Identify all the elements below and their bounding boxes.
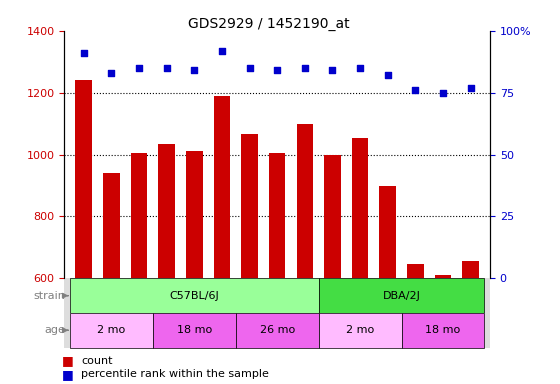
Bar — [158, 144, 175, 384]
Point — [80, 50, 88, 56]
Point — [383, 72, 392, 78]
Bar — [324, 154, 341, 384]
Text: 18 mo: 18 mo — [176, 325, 212, 335]
Point — [411, 87, 420, 93]
Bar — [402, 313, 484, 348]
Bar — [213, 96, 230, 384]
Bar — [241, 134, 258, 384]
Point — [217, 48, 226, 54]
Text: 2 mo: 2 mo — [97, 325, 125, 335]
Bar — [463, 262, 479, 384]
Text: ■: ■ — [62, 368, 73, 381]
Text: DBA/2J: DBA/2J — [382, 291, 421, 301]
Point — [466, 84, 475, 91]
Bar — [153, 313, 236, 348]
Text: count: count — [81, 356, 113, 366]
Bar — [352, 137, 368, 384]
Point — [273, 67, 282, 73]
Bar — [319, 313, 402, 348]
Point — [438, 89, 447, 96]
Point — [134, 65, 143, 71]
Bar — [269, 153, 286, 384]
Bar — [297, 124, 313, 384]
Point — [107, 70, 116, 76]
Text: age: age — [44, 325, 65, 335]
Text: 26 mo: 26 mo — [260, 325, 295, 335]
Text: percentile rank within the sample: percentile rank within the sample — [81, 369, 269, 379]
Point — [356, 65, 365, 71]
Text: C57BL/6J: C57BL/6J — [170, 291, 219, 301]
Bar — [130, 153, 147, 384]
Point — [162, 65, 171, 71]
Text: 18 mo: 18 mo — [426, 325, 461, 335]
Bar — [407, 265, 424, 384]
Text: strain: strain — [33, 291, 65, 301]
Point — [328, 67, 337, 73]
Bar — [103, 173, 120, 384]
Bar — [319, 278, 484, 313]
Bar — [186, 151, 203, 384]
Point — [300, 65, 309, 71]
Bar — [70, 278, 319, 313]
Text: ■: ■ — [62, 354, 73, 367]
Point — [245, 65, 254, 71]
Bar — [435, 275, 451, 384]
Text: 2 mo: 2 mo — [346, 325, 374, 335]
Bar — [76, 80, 92, 384]
Bar — [380, 185, 396, 384]
Bar — [70, 313, 153, 348]
Point — [190, 67, 199, 73]
Text: GDS2929 / 1452190_at: GDS2929 / 1452190_at — [188, 17, 349, 31]
Bar — [236, 313, 319, 348]
